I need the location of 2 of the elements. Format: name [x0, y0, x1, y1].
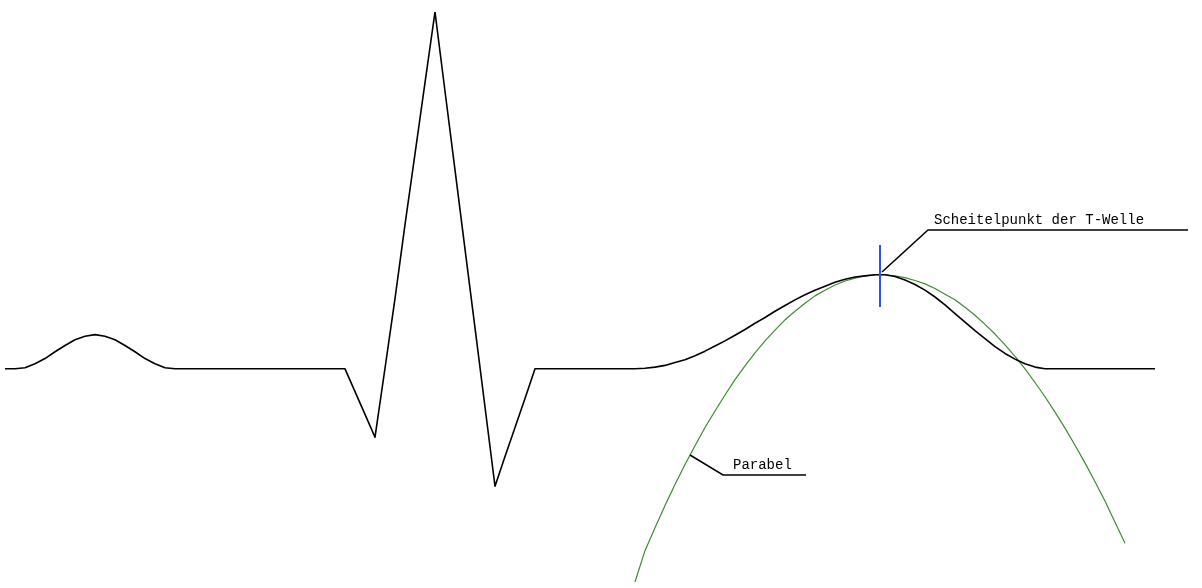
annotation: Scheitelpunkt der T-Welle	[934, 212, 1145, 228]
annotation: Parabel	[733, 457, 792, 473]
